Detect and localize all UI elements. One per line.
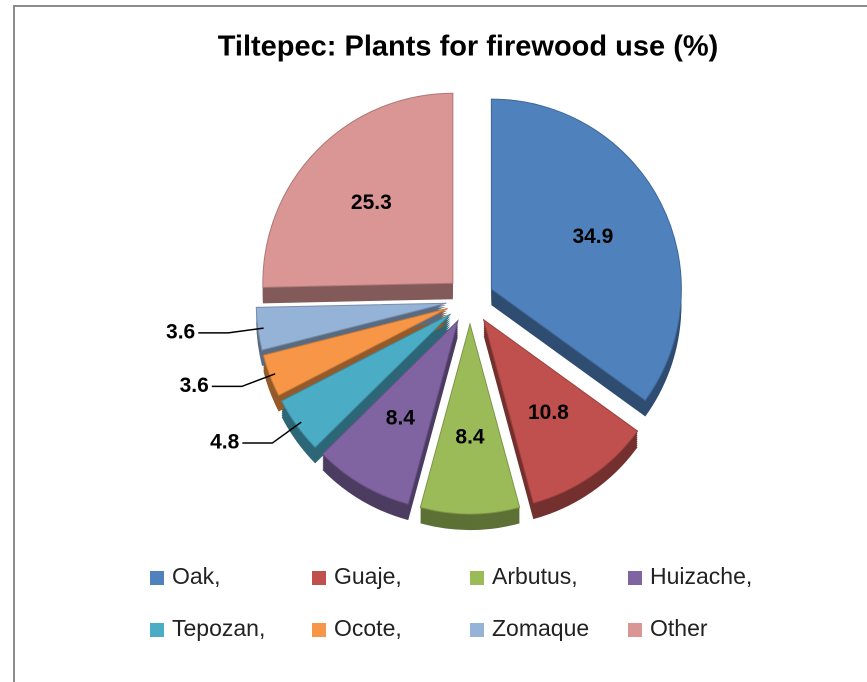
leader-line [198,327,264,334]
data-label: 10.8 [528,401,569,424]
legend-swatch [470,623,484,637]
legend-swatch [628,571,642,585]
legend-label: Ocote, [334,615,402,641]
data-label: 8.4 [386,407,416,430]
legend-label: Guaje, [334,563,402,589]
legend-swatch [312,571,326,585]
data-label: 8.4 [455,426,485,449]
legend-swatch [470,571,484,585]
slice [419,322,521,515]
slice [490,98,682,402]
slice [482,318,639,504]
legend-swatch [150,571,164,585]
legend-swatch [150,623,164,637]
data-label: 3.6 [166,320,195,343]
chart-title: Tiltepec: Plants for firewood use (%) [218,31,719,63]
legend-swatch [312,623,326,637]
legend-label: Tepozan, [172,615,265,641]
leader-line [211,373,276,388]
data-label: 34.9 [572,225,613,248]
legend-label: Arbutus, [492,563,578,589]
legend-label: Zomaque [492,615,589,641]
leader-line [242,421,302,444]
legend-label: Oak, [172,563,221,589]
data-label: 3.6 [180,374,209,397]
legend-swatch [628,623,642,637]
slice [262,92,454,288]
legend-label: Huizache, [650,563,752,589]
data-label: 25.3 [351,191,392,214]
slice [321,319,459,505]
data-label: 4.8 [210,431,240,454]
legend-label: Other [650,615,708,641]
